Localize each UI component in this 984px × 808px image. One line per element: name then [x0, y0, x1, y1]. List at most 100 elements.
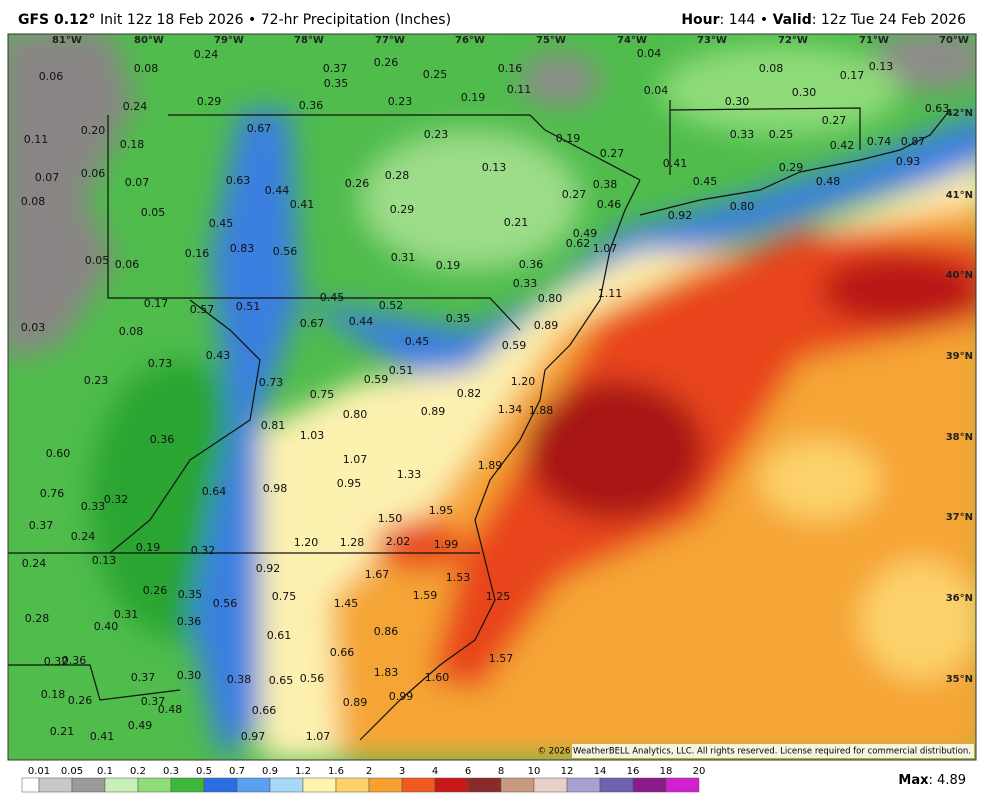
precip-label: 0.73 [148, 357, 173, 370]
colorbar-label: 20 [693, 766, 706, 777]
hour-value: : 144 • [720, 12, 773, 28]
latitude-label: 38°N [946, 432, 973, 443]
precip-label: 0.08 [759, 62, 784, 75]
precip-label: 0.29 [779, 161, 804, 174]
precip-label: 1.88 [529, 404, 554, 417]
longitude-label: 76°W [455, 35, 485, 46]
precip-label: 0.21 [50, 725, 75, 738]
precip-label: 1.83 [374, 666, 399, 679]
copyright: © 2026 WeatherBELL Analytics, LLC. All r… [538, 747, 971, 757]
colorbar-swatch [599, 777, 634, 793]
precip-label: 0.51 [236, 300, 261, 313]
precip-label: 1.20 [511, 375, 536, 388]
longitude-label: 79°W [214, 35, 244, 46]
precip-label: 0.80 [538, 292, 563, 305]
precip-label: 0.48 [816, 175, 841, 188]
precip-label: 0.67 [300, 317, 325, 330]
colorbar-label: 2 [366, 766, 372, 777]
precip-label: 0.46 [597, 198, 622, 211]
colorbar-swatch [203, 777, 238, 793]
precip-label: 0.08 [21, 195, 46, 208]
colorbar-swatch [269, 777, 304, 793]
precip-label: 0.89 [534, 319, 559, 332]
precip-label: 0.61 [267, 629, 292, 642]
precip-label: 0.45 [405, 335, 430, 348]
precip-label: 0.08 [134, 62, 159, 75]
precip-label: 0.89 [421, 405, 446, 418]
precip-label: 1.03 [300, 429, 325, 442]
max-key: Max [898, 773, 929, 788]
latitude-label: 36°N [946, 593, 973, 604]
precip-label: 0.36 [62, 654, 87, 667]
precip-label: 0.32 [104, 493, 129, 506]
precip-label: 1.53 [446, 571, 471, 584]
precip-label: 0.81 [261, 419, 286, 432]
precip-label: 0.56 [273, 245, 298, 258]
precip-label: 0.29 [390, 203, 415, 216]
precip-label: 0.07 [35, 171, 60, 184]
precip-label: 0.05 [85, 254, 110, 267]
precip-label: 0.56 [213, 597, 238, 610]
precip-label: 0.37 [323, 62, 348, 75]
longitude-label: 73°W [697, 35, 727, 46]
precip-label: 1.59 [413, 589, 438, 602]
precip-label: 0.18 [41, 688, 66, 701]
precip-labels: 0.24 0.06 0.08 0.37 0.26 0.25 0.16 0.04 0.08 0.17… [21, 47, 950, 743]
precip-label: 1.50 [378, 512, 403, 525]
precip-label: 1.89 [478, 459, 503, 472]
precip-label: 1.99 [434, 538, 459, 551]
colorbar-label: 0.1 [97, 766, 113, 777]
precip-label: 0.25 [423, 68, 448, 81]
precip-label: 0.06 [115, 258, 140, 271]
precip-label: 0.33 [81, 500, 106, 513]
map-field: 0.24 0.06 0.08 0.37 0.26 0.25 0.16 0.04 0.08 0.17… [8, 34, 976, 760]
header-right: Hour: 144 • Valid: 12z Tue 24 Feb 2026 [681, 12, 966, 28]
precip-label: 0.97 [241, 730, 266, 743]
precip-label: 1.34 [498, 403, 523, 416]
precip-label: 0.24 [123, 100, 148, 113]
precip-label: 0.19 [461, 91, 486, 104]
precip-label: 0.41 [90, 730, 115, 743]
precip-label: 0.13 [869, 60, 894, 73]
precip-label: 0.59 [364, 373, 389, 386]
precip-label: 0.04 [644, 84, 669, 97]
precip-label: 1.25 [486, 590, 511, 603]
precip-label: 1.33 [397, 468, 422, 481]
precip-label: 0.63 [925, 102, 950, 115]
precip-label: 0.37 [141, 695, 166, 708]
precip-label: 0.74 [867, 135, 892, 148]
precip-label: 0.35 [324, 77, 349, 90]
precip-label: 0.08 [119, 325, 144, 338]
precip-label: 0.66 [252, 704, 277, 717]
precip-label: 0.36 [519, 258, 544, 271]
precip-label: 0.83 [230, 242, 255, 255]
precip-label: 0.30 [792, 86, 817, 99]
colorbar-swatch [632, 777, 667, 793]
precip-label: 0.45 [693, 175, 718, 188]
precip-label: 0.60 [46, 447, 71, 460]
precip-label: 0.04 [637, 47, 662, 60]
colorbar-swatch [401, 777, 436, 793]
colorbar-swatch [302, 777, 337, 793]
colorbar-swatch [434, 777, 469, 793]
precip-label: 0.41 [290, 198, 315, 211]
precip-label: 0.31 [391, 251, 416, 264]
latitude-label: 35°N [946, 674, 973, 685]
precip-label: 0.28 [25, 612, 50, 625]
precip-label: 0.65 [269, 674, 294, 687]
latitude-label: 42°N [946, 108, 973, 119]
precip-label: 0.89 [343, 696, 368, 709]
precip-label: 0.33 [730, 128, 755, 141]
precip-label: 0.20 [81, 124, 106, 137]
valid-value: : 12z Tue 24 Feb 2026 [812, 12, 966, 28]
precip-label: 0.41 [663, 157, 688, 170]
precip-label: 0.52 [379, 299, 404, 312]
colorbar-label: 1.2 [295, 766, 311, 777]
colorbar-swatch [38, 777, 73, 793]
precip-label: 1.07 [343, 453, 368, 466]
precip-label: 0.80 [343, 408, 368, 421]
precip-label: 0.76 [40, 487, 65, 500]
precip-label: 0.23 [424, 128, 449, 141]
colorbar-swatch [665, 777, 700, 793]
precip-label: 0.62 [566, 237, 591, 250]
